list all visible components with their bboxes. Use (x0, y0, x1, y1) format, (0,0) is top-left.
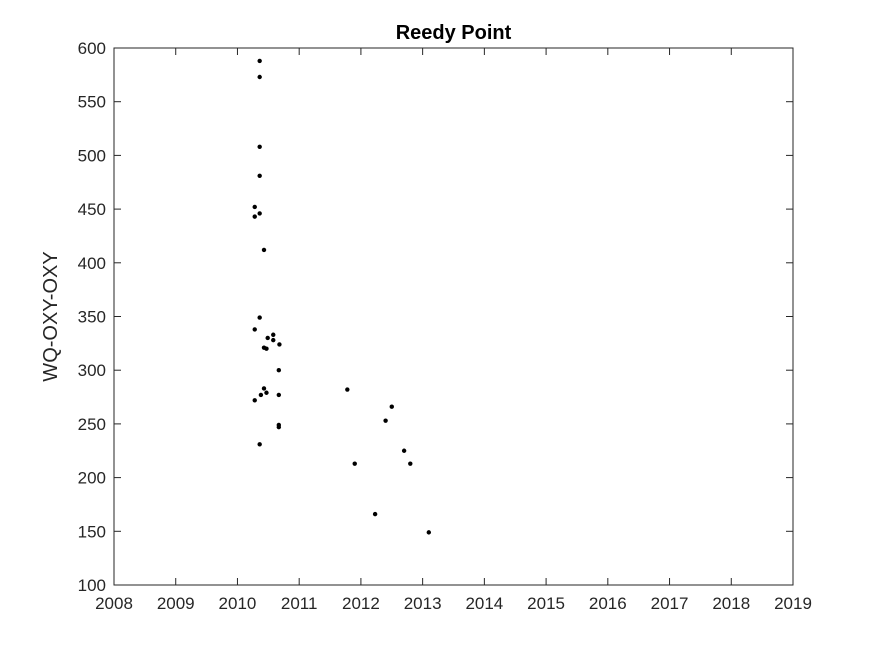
data-point (264, 346, 269, 351)
x-tick-label: 2015 (527, 594, 565, 613)
x-tick-label: 2011 (281, 594, 318, 613)
data-point (345, 387, 350, 392)
data-point (257, 315, 262, 320)
plot-area (113, 47, 794, 586)
data-point (401, 448, 407, 453)
y-tick-label: 350 (78, 308, 106, 327)
y-tick-label: 450 (78, 200, 106, 219)
y-axis-label: WQ-OXY-OXY (40, 251, 62, 381)
y-tick-label: 150 (78, 522, 106, 541)
data-point (257, 442, 262, 447)
x-tick-label: 2016 (589, 594, 627, 613)
y-tick-label: 100 (78, 576, 106, 595)
data-points (252, 58, 432, 535)
data-point (252, 214, 257, 219)
data-point (276, 424, 282, 430)
x-tick-label: 2014 (465, 594, 503, 613)
data-point (261, 247, 267, 253)
x-tick-label: 2009 (157, 594, 195, 613)
axis-ticks (113, 47, 794, 586)
x-tick-label: 2017 (651, 594, 689, 613)
data-point (252, 204, 257, 210)
data-point (271, 337, 276, 343)
data-point (277, 342, 282, 347)
data-point (252, 327, 257, 332)
data-point (257, 173, 262, 179)
data-point (252, 398, 257, 403)
data-point (276, 368, 282, 373)
data-point (261, 386, 267, 391)
y-tick-labels: 100 150 200 250 300 350 400 450 500 550 600 (78, 39, 106, 595)
data-point (408, 461, 413, 466)
y-tick-label: 200 (78, 469, 106, 488)
y-tick-label: 300 (78, 361, 106, 380)
y-tick-label: 250 (78, 415, 106, 434)
x-tick-label: 2013 (404, 594, 442, 613)
y-tick-label: 550 (78, 93, 106, 112)
data-point (271, 332, 276, 337)
y-tick-label: 400 (78, 254, 106, 273)
data-point (383, 418, 388, 423)
data-point (257, 74, 262, 80)
data-point (257, 144, 262, 150)
data-point (352, 461, 357, 466)
x-tick-label: 2018 (712, 594, 750, 613)
data-point (372, 511, 378, 517)
data-point (276, 392, 282, 398)
y-tick-label: 500 (78, 146, 106, 165)
data-point (257, 211, 262, 216)
x-tick-label: 2019 (774, 594, 812, 613)
data-point (257, 58, 262, 64)
x-tick-label: 2012 (342, 594, 380, 613)
data-point (258, 392, 264, 398)
y-tick-label: 600 (78, 39, 106, 58)
data-point (389, 404, 394, 409)
x-tick-label: 2010 (219, 594, 257, 613)
data-point (265, 335, 270, 341)
chart-title: Reedy Point (396, 22, 512, 44)
x-tick-labels: 2008 2009 2010 2011 2012 2013 2014 2015 2016 2017… (95, 594, 812, 613)
data-point (264, 390, 269, 395)
data-point (426, 530, 432, 535)
x-tick-label: 2008 (95, 594, 133, 613)
